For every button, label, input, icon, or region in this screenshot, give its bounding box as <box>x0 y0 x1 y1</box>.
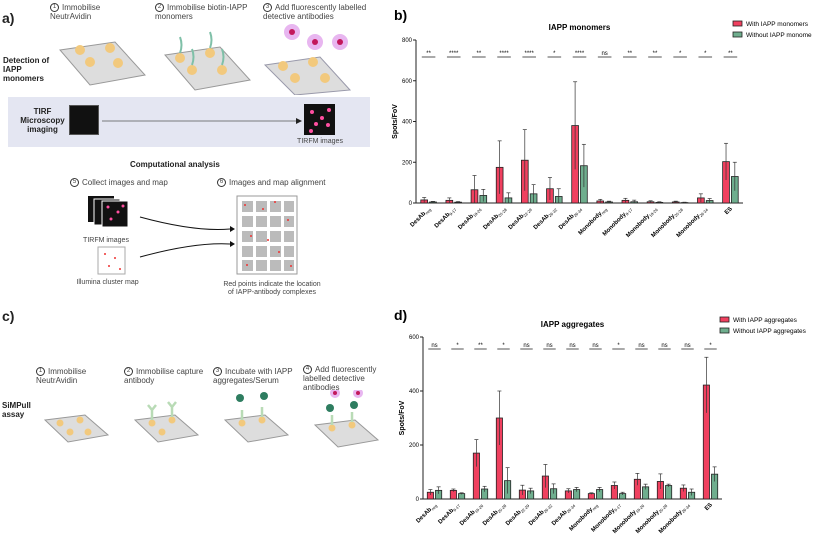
step-5: 5 Collect images and map <box>70 178 168 187</box>
monomer-assay-illustration <box>59 24 352 95</box>
chart-d-iapp-aggregates: d) IAPP aggregates Spots/FoV 0 200 400 600 ns De… <box>394 307 807 535</box>
panel-label: d) <box>394 307 407 323</box>
step-3: 3 Add fluorescently labelled detective an… <box>263 3 367 21</box>
y-tick-label: 400 <box>402 120 413 126</box>
slide-1 <box>59 41 146 86</box>
red-points-caption: Red points indicate the location of IAPP… <box>223 281 321 296</box>
step-2: 2 Immobilise biotin-IAPP monomers <box>155 3 248 21</box>
x-tick-label: DesAb26-32 <box>533 206 559 232</box>
tirfm-image <box>304 104 335 135</box>
panel-label: b) <box>394 7 407 23</box>
significance-label: ns <box>523 343 529 349</box>
slide-2 <box>164 31 251 91</box>
y-tick-label: 0 <box>409 201 413 207</box>
significance-label: ns <box>569 343 575 349</box>
x-tick-label: DesAb19-26 <box>457 206 483 232</box>
chart-title: IAPP monomers <box>549 23 611 32</box>
significance-label: **** <box>449 51 459 57</box>
significance-label: ** <box>477 51 482 57</box>
significance-label: * <box>709 343 712 349</box>
y-tick-label: 200 <box>409 443 420 449</box>
c-step-3: 3 Incubate with IAPP aggregates/Serum <box>213 367 293 385</box>
significance-label: ** <box>653 51 658 57</box>
y-axis-label: Spots/FoV <box>392 104 399 139</box>
x-tick-label: DesAbneg <box>415 502 438 525</box>
cluster-map-label: Illumina cluster map <box>76 279 139 286</box>
significance-label: **** <box>575 51 585 57</box>
slide-3 <box>263 24 352 95</box>
arrow-icon <box>102 118 302 124</box>
legend-label: Without IAPP monome <box>746 32 812 39</box>
c-step-1: 1 Immobilise NeutrAvidin <box>36 367 87 385</box>
row-label-simpull: SiMPull assay <box>2 401 31 419</box>
significance-label: * <box>502 343 505 349</box>
x-tick-label: DesAbneg <box>410 206 433 229</box>
significance-label: ** <box>627 51 632 57</box>
x-tick-label: DesAb22-29 <box>508 206 534 232</box>
y-axis-label: Spots/FoV <box>399 400 406 435</box>
y-tick-label: 0 <box>416 497 420 503</box>
significance-label: ** <box>478 343 483 349</box>
significance-label: **** <box>525 51 535 57</box>
simpull-assay-illustration <box>43 390 380 448</box>
row-label-monomers: Detection of IAPP monomers <box>3 56 50 83</box>
c-step-4: 4 Add fluorescently labelled detective an… <box>303 365 377 392</box>
bar-without <box>665 485 673 500</box>
blank-image <box>69 105 99 135</box>
tirfm-images-label-2: TIRFM images <box>83 237 129 244</box>
significance-label: * <box>456 343 459 349</box>
y-tick-label: 600 <box>409 335 420 341</box>
significance-label: ns <box>638 343 644 349</box>
alignment-illustration <box>88 195 298 275</box>
significance-label: ns <box>661 343 667 349</box>
y-tick-label: 800 <box>402 38 413 44</box>
tirfm-images-label: TIRFM images <box>297 138 343 145</box>
tirf-label: TIRF Microscopy imaging <box>20 107 65 134</box>
legend-swatch <box>719 327 730 334</box>
significance-label: * <box>553 51 556 57</box>
significance-label: ns <box>592 343 598 349</box>
significance-label: * <box>679 51 682 57</box>
chart-title: IAPP aggregates <box>541 320 605 329</box>
x-tick-label: DesAb9-17 <box>434 206 458 230</box>
significance-label: * <box>704 51 707 57</box>
significance-label: ns <box>601 51 607 57</box>
c-step-2: 2 Immobilise capture antibody <box>124 367 204 385</box>
legend-label: Without IAPP aggregates <box>733 328 807 335</box>
significance-label: ns <box>684 343 690 349</box>
legend-swatch <box>732 31 743 38</box>
x-tick-label: ES <box>724 206 734 216</box>
x-tick-label: DesAb9-17 <box>438 502 462 526</box>
legend-label: With IAPP aggregates <box>733 317 798 324</box>
y-tick-label: 600 <box>402 79 413 85</box>
significance-label: * <box>617 343 620 349</box>
x-tick-label: DesAb22-29 <box>505 502 531 528</box>
significance-label: ** <box>728 51 733 57</box>
x-tick-label: DesAb26-34 <box>558 206 584 232</box>
y-tick-label: 200 <box>402 160 413 166</box>
legend-swatch <box>719 316 730 323</box>
significance-label: ns <box>431 343 437 349</box>
panel-c-label: c) <box>2 308 15 324</box>
legend-swatch <box>732 20 743 27</box>
significance-label: **** <box>499 51 509 57</box>
step-1: 1 Immobilise NeutrAvidin <box>50 3 101 21</box>
legend-label: With IAPP monomers <box>746 21 809 28</box>
x-tick-label: ES <box>704 502 714 512</box>
x-tick-label: DesAb20-28 <box>483 206 509 232</box>
significance-label: ns <box>546 343 552 349</box>
significance-label: ** <box>426 51 431 57</box>
chart-b-iapp-monomers: b)IAPP monomersSpots/FoV0200400600800**D… <box>392 7 812 239</box>
x-tick-label: DesAb26-32 <box>528 502 554 528</box>
x-tick-label: DesAb20-28 <box>482 502 508 528</box>
x-tick-label: DesAb19-26 <box>459 502 485 528</box>
computational-analysis-title: Computational analysis <box>130 160 220 169</box>
step-6: 6 Images and map alignment <box>217 178 326 187</box>
y-tick-label: 400 <box>409 389 420 395</box>
panel-a-label: a) <box>2 10 15 26</box>
